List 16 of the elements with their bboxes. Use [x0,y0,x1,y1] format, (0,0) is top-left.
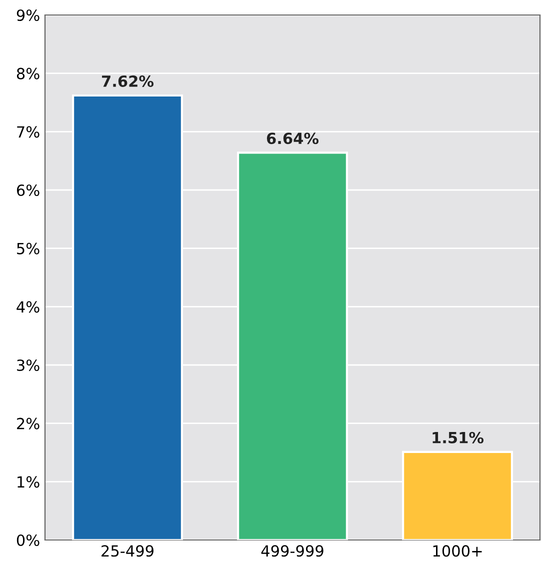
x-tick-label: 1000+ [433,545,482,557]
y-tick-label: 3% [17,359,40,372]
data-label: 6.64% [266,132,319,144]
y-tick-label: 7% [17,126,40,138]
y-tick-label: 0% [16,534,40,546]
x-tick-label: 25-499 [102,545,154,557]
data-label: 1.51% [432,432,484,444]
y-tick-label: 5% [17,242,40,254]
y-tick-label: 6% [16,184,40,196]
y-tick-label: 4% [16,301,40,313]
y-tick-label: 8% [16,68,40,80]
y-tick-label: 9% [16,9,40,22]
y-tick-label: 1% [18,476,40,488]
y-tick-label: 2% [17,418,40,430]
x-tick-label: 499-999 [261,545,324,557]
data-label: 7.62% [102,75,154,87]
